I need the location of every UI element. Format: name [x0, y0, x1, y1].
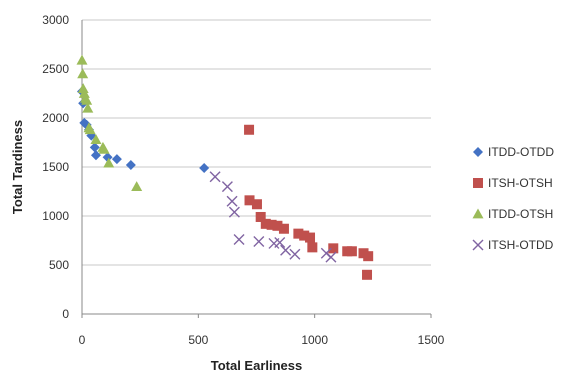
point-itsh-otdd: [274, 236, 286, 248]
point-itsh-otdd: [280, 244, 292, 256]
point-itsh-otsh: [328, 243, 339, 254]
y-tick-label: 2000: [42, 111, 69, 125]
point-itdd-otdd: [90, 150, 101, 161]
point-itdd-otdd: [111, 154, 122, 165]
point-itsh-otsh: [244, 124, 255, 135]
y-tick-label: 2500: [42, 62, 69, 76]
point-itdd-otsh: [98, 143, 110, 154]
point-itdd-otsh: [131, 181, 143, 191]
point-itdd-otsh: [78, 88, 90, 98]
point-itsh-otsh: [272, 220, 283, 231]
point-itsh-otdd: [228, 206, 240, 218]
point-itsh-otdd: [209, 171, 221, 183]
point-itdd-otsh: [81, 94, 93, 105]
y-tick-label: 1000: [42, 209, 69, 223]
point-itsh-otdd: [233, 234, 245, 246]
x-tick-label: 1500: [418, 333, 445, 347]
point-itdd-otsh: [76, 54, 88, 65]
point-itdd-otsh: [103, 157, 115, 168]
point-itsh-otsh: [293, 228, 304, 239]
gridlines: [82, 19, 431, 266]
data-points: [76, 54, 374, 280]
legend-label-itsh-otsh: ITSH-OTSH: [488, 176, 553, 190]
point-itdd-otsh: [77, 83, 89, 93]
point-itsh-otsh: [266, 219, 277, 230]
y-tick-label: 1500: [42, 160, 69, 174]
point-itsh-otsh: [346, 246, 357, 257]
x-tick-label: 1000: [301, 333, 328, 347]
legend-marker-itsh-otdd: [472, 239, 484, 251]
point-itsh-otsh: [244, 195, 255, 206]
point-itsh-otsh: [305, 232, 316, 243]
point-itdd-otsh: [82, 102, 94, 113]
point-itsh-otsh: [255, 211, 266, 222]
x-axis-title: Total Earliness: [211, 358, 303, 372]
x-tick-label: 500: [188, 333, 208, 347]
point-itdd-otsh: [84, 124, 96, 135]
y-tick-label: 3000: [42, 13, 69, 27]
legend-marker-itsh-otsh: [473, 178, 483, 188]
point-itsh-otdd: [226, 195, 238, 207]
y-tick-label: 0: [62, 307, 69, 321]
legend-marker-itdd-otsh: [472, 208, 484, 219]
point-itsh-otsh: [362, 269, 373, 280]
point-itsh-otsh: [278, 223, 289, 234]
x-tick-label: 0: [79, 333, 86, 347]
point-itsh-otsh: [299, 230, 310, 241]
legend-label-itdd-otsh: ITDD-OTSH: [488, 207, 553, 221]
y-axis-title: Total Tardiness: [10, 120, 25, 214]
point-itsh-otsh: [260, 218, 271, 229]
point-itdd-otdd: [125, 160, 136, 171]
point-itsh-otsh: [251, 199, 262, 210]
point-itsh-otdd: [289, 248, 301, 260]
legend: ITDD-OTDD ITSH-OTSH ITDD-OTSH ITSH-OTDD: [472, 145, 554, 252]
y-tick-label: 500: [49, 258, 69, 272]
point-itsh-otsh: [307, 242, 318, 253]
point-itdd-otdd: [102, 152, 113, 163]
point-itsh-otdd: [253, 235, 265, 247]
legend-label-itsh-otdd: ITSH-OTDD: [488, 238, 554, 252]
point-itdd-otdd: [89, 142, 100, 153]
axes: 0 500 1000 1500 2000 2500 3000 0 500 1000 1500: [42, 13, 444, 347]
point-itdd-otdd: [199, 162, 210, 173]
point-itsh-otsh: [363, 251, 374, 262]
point-itdd-otsh: [77, 68, 89, 79]
point-itsh-otdd: [221, 181, 233, 193]
legend-marker-itdd-otdd: [473, 147, 483, 157]
point-itdd-otsh: [90, 134, 102, 144]
legend-label-itdd-otdd: ITDD-OTDD: [488, 145, 554, 159]
point-itsh-otdd: [325, 251, 337, 263]
